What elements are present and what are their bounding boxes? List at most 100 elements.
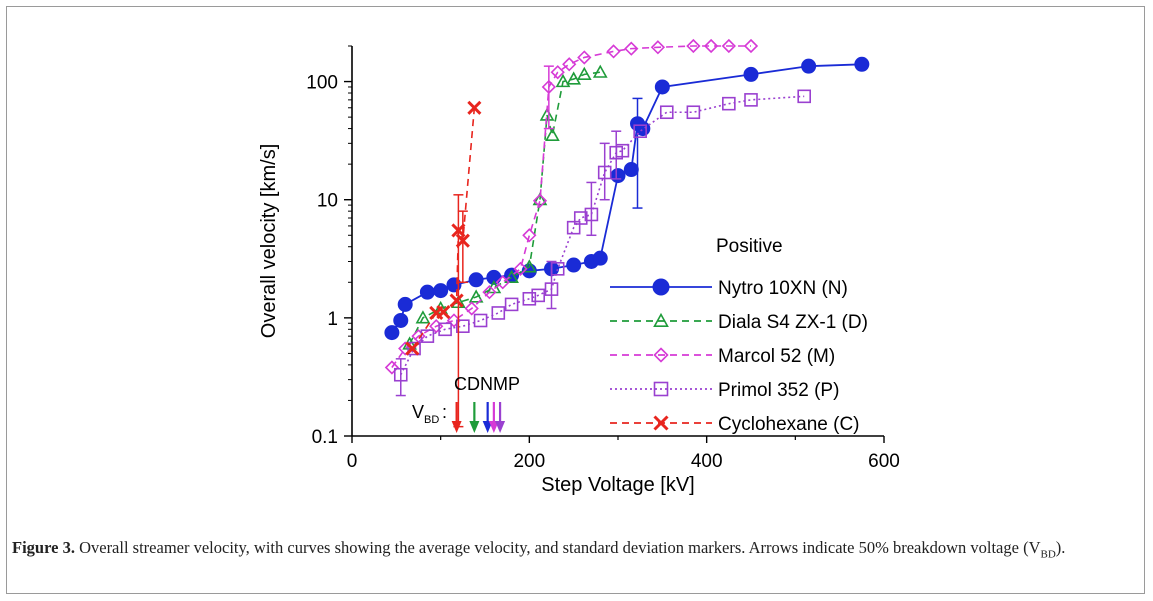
marker-square: [566, 220, 581, 235]
y-tick-label: 10: [317, 191, 338, 212]
marker-diamond: [606, 44, 621, 59]
marker-diamond: [650, 40, 666, 55]
marker-square: [686, 105, 701, 120]
marker-square: [653, 381, 669, 397]
caption-subscript: BD: [1040, 548, 1056, 561]
marker-circle: [801, 58, 817, 74]
marker-circle: [854, 56, 870, 72]
vbd-annotation: CDNMP V BD:: [412, 374, 520, 433]
marker-square: [491, 306, 506, 320]
legend-entry: Nytro 10XN (N): [718, 278, 848, 299]
legend-title: Positive: [716, 236, 783, 257]
figure-frame: [6, 6, 1145, 594]
vbd-label: V: [412, 402, 424, 422]
x-tick-label: 200: [513, 451, 545, 472]
series-2: [384, 38, 759, 375]
y-axis-label: Overall velocity [km/s]: [258, 144, 280, 338]
vbd-letters: CDNMP: [454, 374, 520, 394]
marker-diamond: [624, 41, 639, 56]
y-tick-label: 100: [306, 73, 338, 94]
marker-triangle: [415, 310, 431, 324]
marker-diamond: [532, 193, 548, 208]
marker-square: [550, 262, 565, 276]
marker-diamond: [721, 38, 736, 54]
vbd-arrowhead-P: [495, 421, 506, 433]
x-tick-label: 0: [347, 451, 358, 472]
marker-diamond: [550, 65, 565, 80]
marker-diamond: [541, 79, 556, 95]
series-line: [408, 71, 601, 345]
marker-square: [584, 207, 599, 222]
marker-square: [522, 291, 537, 306]
vbd-arrowhead-C: [451, 421, 462, 433]
marker-triangle: [545, 127, 560, 142]
series-line: [400, 95, 805, 376]
marker-circle: [433, 283, 449, 299]
vbd-colon: :: [442, 402, 447, 422]
marker-diamond: [562, 57, 577, 72]
x-tick-label: 400: [691, 451, 723, 472]
velocity-chart: 0 200 400 600 Step Voltage [kV] 0.1 1 10 100 Over…: [258, 38, 900, 496]
marker-diamond: [743, 38, 759, 54]
marker-triangle: [592, 64, 608, 78]
marker-diamond: [513, 261, 528, 276]
marker-circle: [397, 296, 413, 312]
marker-x: [653, 415, 669, 431]
legend-entry: Marcol 52 (M): [718, 346, 835, 367]
caption-text: Overall streamer velocity, with curves s…: [74, 538, 1041, 557]
marker-circle: [652, 278, 670, 296]
marker-triangle: [521, 259, 537, 273]
marker-square: [722, 96, 736, 111]
axes: 0 200 400 600 Step Voltage [kV] 0.1 1 10 100 Over…: [258, 45, 900, 496]
vbd-subscript: BD: [424, 414, 439, 426]
series-0: [384, 56, 870, 341]
legend-entry: Diala S4 ZX-1 (D): [718, 312, 868, 333]
marker-circle: [610, 168, 626, 184]
x-tick-label: 600: [868, 451, 900, 472]
marker-square: [473, 313, 488, 328]
figure-caption: Figure 3. Overall streamer velocity, wit…: [12, 537, 1122, 565]
marker-diamond: [495, 275, 510, 290]
marker-square: [744, 93, 758, 107]
marker-circle: [654, 79, 670, 95]
marker-diamond: [653, 347, 669, 363]
marker-triangle: [504, 269, 519, 283]
marker-triangle: [653, 312, 669, 328]
marker-x: [449, 293, 464, 308]
marker-square: [393, 367, 408, 382]
marker-square: [797, 89, 812, 104]
marker-x: [436, 304, 451, 320]
legend: Positive Nytro 10XN (N) Diala S4 ZX-1 (D) M…: [610, 236, 868, 435]
marker-diamond: [384, 360, 400, 375]
marker-square: [633, 124, 647, 139]
marker-square: [504, 297, 519, 312]
marker-square: [659, 105, 674, 120]
marker-diamond: [522, 228, 537, 243]
marker-diamond: [703, 38, 719, 54]
y-tick-label: 1: [327, 309, 338, 330]
marker-triangle: [566, 71, 582, 85]
marker-circle: [468, 272, 484, 288]
marker-square: [544, 282, 559, 296]
marker-square: [456, 319, 470, 333]
marker-square: [573, 211, 588, 225]
marker-diamond: [577, 50, 592, 65]
marker-triangle: [576, 66, 592, 80]
marker-triangle: [555, 73, 571, 88]
marker-square: [597, 165, 612, 180]
caption-end: ).: [1055, 538, 1066, 557]
y-tick-label: 0.1: [312, 427, 338, 448]
series-line: [391, 45, 751, 368]
legend-entry: Primol 352 (P): [718, 380, 839, 401]
marker-square: [615, 143, 630, 158]
marker-x: [405, 341, 420, 356]
marker-square: [438, 322, 452, 337]
marker-circle: [566, 257, 582, 273]
marker-triangle: [468, 289, 484, 303]
series-3: [393, 89, 812, 397]
marker-x: [467, 100, 482, 115]
marker-square: [407, 341, 421, 356]
marker-diamond: [686, 38, 701, 54]
marker-diamond: [464, 301, 479, 316]
marker-circle: [623, 162, 639, 178]
